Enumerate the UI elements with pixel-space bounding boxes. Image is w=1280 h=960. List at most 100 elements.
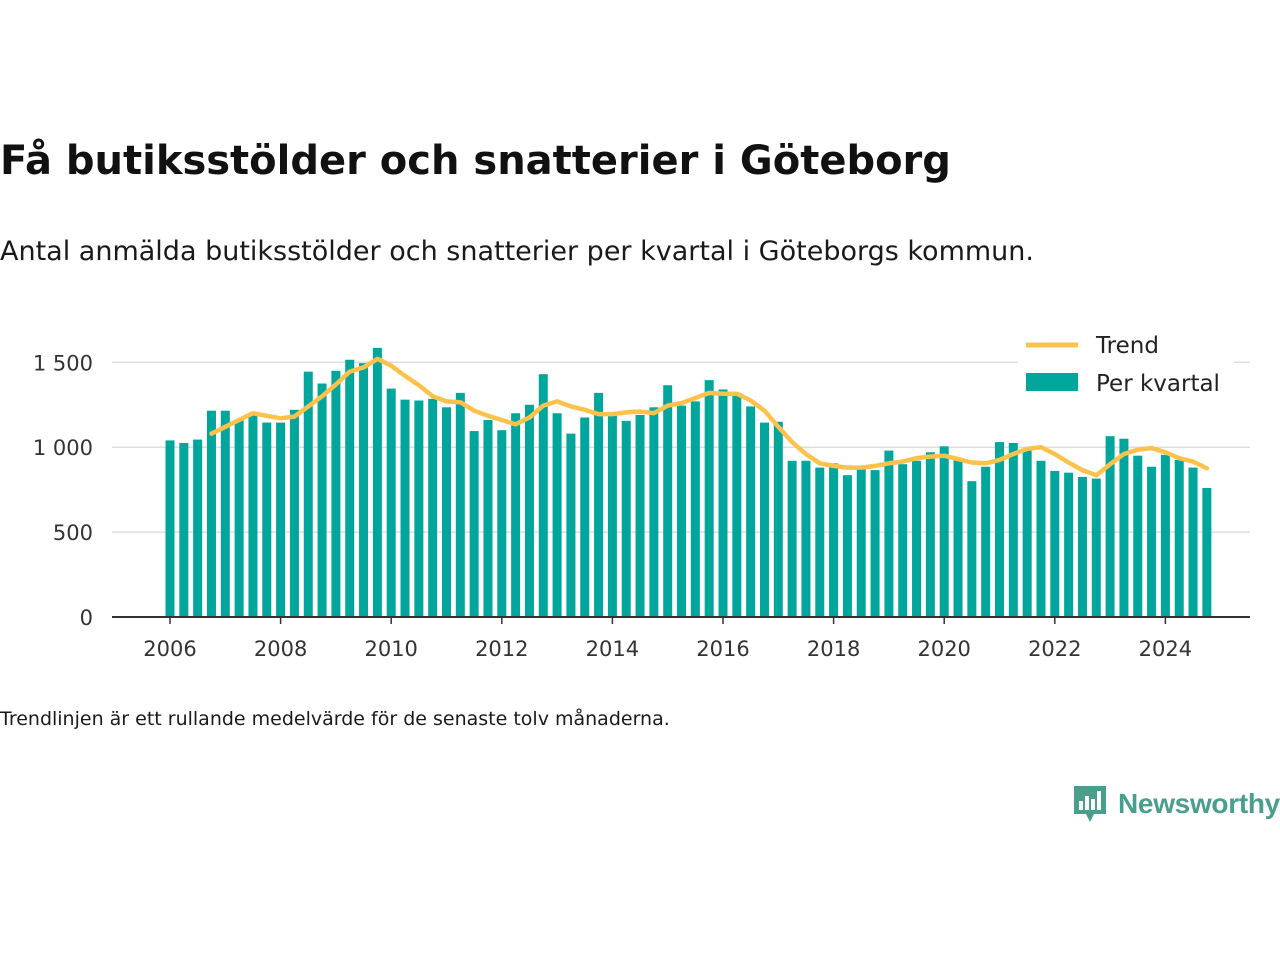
bar (1077, 476, 1087, 617)
bar (801, 460, 811, 617)
bar (594, 392, 604, 617)
bar (870, 470, 880, 617)
bar (704, 380, 714, 617)
bar (524, 404, 534, 617)
y-tick-label: 0 (80, 606, 93, 630)
bar (1188, 467, 1198, 617)
bar (455, 392, 465, 617)
bar (967, 481, 977, 617)
bar (829, 463, 839, 617)
bar (690, 401, 700, 617)
bar (912, 460, 922, 617)
y-tick-label: 500 (53, 521, 93, 545)
x-tick-label: 2012 (475, 637, 528, 661)
legend: Trend Per kvartal (1018, 326, 1234, 404)
bar (317, 383, 327, 617)
bar (511, 413, 521, 617)
bar (566, 433, 576, 617)
bar (732, 392, 742, 617)
chart-area: 2006 2008 2010 2012 2014 2016 2018 2020 2022 2024… (32, 326, 1250, 661)
bar (276, 422, 286, 617)
trend-series (209, 356, 1210, 478)
bar (580, 417, 590, 617)
bar (331, 370, 341, 617)
x-tick-label: 2010 (364, 637, 417, 661)
bar (372, 347, 382, 617)
bar (1091, 478, 1101, 617)
bar (552, 413, 562, 617)
x-tick-label: 2014 (586, 637, 639, 661)
y-tick-label: 1 500 (33, 351, 93, 375)
bar (953, 459, 963, 617)
bar (414, 400, 424, 617)
bar (1133, 455, 1143, 617)
bar (773, 421, 783, 617)
bar (981, 466, 991, 617)
bar (497, 430, 507, 617)
bar (939, 446, 949, 617)
bar (635, 414, 645, 617)
x-axis: 2006 2008 2010 2012 2014 2016 2018 2020 2022 2024 (112, 616, 1250, 661)
x-tick-label: 2020 (917, 637, 970, 661)
bar (759, 422, 769, 617)
bar (165, 440, 175, 617)
bar (884, 450, 894, 617)
bar (842, 475, 852, 617)
bar (677, 405, 687, 617)
bar (1050, 470, 1060, 617)
bar (428, 398, 438, 617)
bar (1147, 466, 1157, 617)
legend-bar-label: Per kvartal (1096, 371, 1220, 397)
bar (649, 407, 659, 617)
bar (1119, 438, 1129, 617)
trend-line (209, 356, 1210, 478)
x-tick-label: 2016 (696, 637, 749, 661)
bar (248, 414, 258, 617)
brand-name: Newsworthy (1118, 788, 1280, 819)
bar (746, 406, 756, 617)
newsworthy-logo-icon (1074, 786, 1106, 822)
bar (193, 439, 203, 617)
bar (787, 460, 797, 617)
bar (856, 468, 866, 617)
bar (400, 399, 410, 617)
bar (663, 385, 673, 617)
bar (538, 374, 548, 617)
bar-series (165, 347, 1212, 617)
x-tick-label: 2008 (254, 637, 307, 661)
y-tick-label: 1 000 (33, 436, 93, 460)
bar (234, 420, 244, 617)
bar (1008, 442, 1018, 617)
bar (206, 410, 216, 617)
bar (303, 371, 313, 617)
y-axis: 0 500 1 000 1 500 (33, 351, 93, 630)
bar (1064, 472, 1074, 617)
bar (1036, 460, 1046, 617)
bar (483, 420, 493, 617)
bar (1202, 487, 1212, 617)
bar (220, 410, 230, 617)
bar (262, 422, 272, 617)
legend-bar-swatch (1026, 373, 1078, 391)
bar (815, 467, 825, 617)
x-tick-label: 2022 (1028, 637, 1081, 661)
chart-subtitle: Antal anmälda butiksstölder och snatteri… (0, 236, 1034, 267)
bar (179, 442, 189, 617)
bar (386, 388, 396, 617)
x-tick-label: 2024 (1139, 637, 1192, 661)
bar (359, 363, 369, 617)
bar (345, 359, 355, 617)
bar (995, 442, 1004, 617)
footnote: Trendlinjen är ett rullande medelvärde f… (0, 708, 670, 730)
bar (925, 452, 935, 617)
bar (898, 464, 908, 617)
bar (1105, 436, 1115, 617)
x-tick-label: 2006 (143, 637, 196, 661)
brand-logo: Newsworthy (1072, 784, 1280, 824)
bar (1174, 459, 1184, 617)
bar (1022, 448, 1032, 617)
bar (1160, 454, 1170, 617)
chart-title: Få butiksstölder och snatterier i Götebo… (0, 138, 951, 184)
bar (718, 389, 728, 617)
bar (607, 415, 617, 617)
